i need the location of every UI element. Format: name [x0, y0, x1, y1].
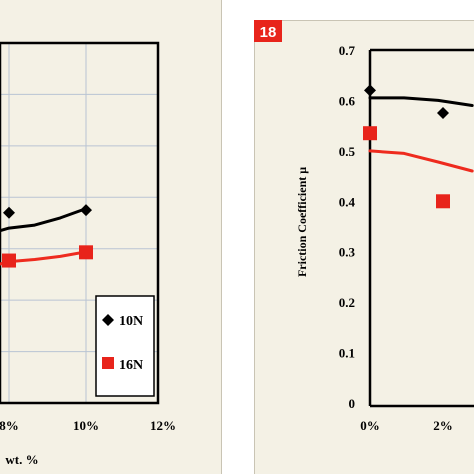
right-x-tick-label: 2% — [433, 418, 453, 433]
left-x-tick-label: 8% — [0, 418, 19, 433]
legend-16N-label: 16N — [119, 358, 143, 373]
badge-background — [254, 20, 282, 42]
right-x-tick-label: 0% — [360, 418, 380, 433]
left-plot-frame — [0, 41, 160, 405]
badge-label: 18 — [260, 24, 277, 41]
right-panel-background — [254, 20, 474, 474]
left-point-10N — [3, 206, 15, 219]
right-y-tick-label: 0.5 — [339, 144, 356, 159]
right-trendline-16N — [368, 149, 474, 173]
right-trendline-10N — [368, 96, 474, 107]
right-y-tick-label: 0.1 — [339, 346, 355, 361]
right-panel: 18 Friction Coefficient μ 00.10.20.30.40… — [254, 20, 474, 474]
left-data-points — [2, 204, 93, 268]
right-y-tick-label: 0.2 — [339, 295, 355, 310]
right-y-tick-label: 0.3 — [339, 245, 356, 260]
left-x-axis-label: wt. % — [5, 452, 38, 467]
left-x-tick-labels: 8% 10% 12% — [0, 418, 176, 433]
legend-16N-square-marker — [102, 357, 114, 369]
right-y-tick-label: 0 — [349, 396, 356, 411]
right-y-tick-label: 0.4 — [339, 194, 356, 209]
right-point-10N — [364, 84, 376, 97]
left-x-tick-label: 12% — [150, 418, 176, 433]
right-point-16N — [363, 126, 377, 141]
right-y-tick-label: 0.7 — [339, 43, 356, 58]
left-x-tick-label: 10% — [73, 418, 99, 433]
legend-box — [95, 295, 155, 397]
right-point-16N — [436, 194, 450, 209]
right-x-tick-labels: 0% 2% — [360, 418, 453, 433]
left-point-10N — [80, 204, 92, 217]
left-trendline-10N — [0, 207, 88, 233]
right-y-axis-label: Friction Coefficient μ — [295, 167, 309, 277]
right-trendlines — [368, 96, 474, 173]
legend-10N-diamond-marker — [102, 314, 114, 326]
left-point-16N — [79, 245, 93, 260]
right-data-points — [363, 84, 450, 209]
left-panel: 8% 10% 12% wt. % 10N 16N — [0, 0, 222, 474]
left-point-16N — [2, 253, 16, 268]
figure-number-badge: 18 — [254, 20, 282, 42]
right-y-tick-label: 0.6 — [339, 93, 356, 108]
right-point-10N — [437, 107, 449, 120]
legend: 10N 16N — [95, 295, 155, 397]
right-y-tick-labels: 0 0.1 0.2 0.3 0.4 0.5 0.6 0.7 — [339, 43, 356, 411]
legend-10N-label: 10N — [119, 314, 143, 329]
